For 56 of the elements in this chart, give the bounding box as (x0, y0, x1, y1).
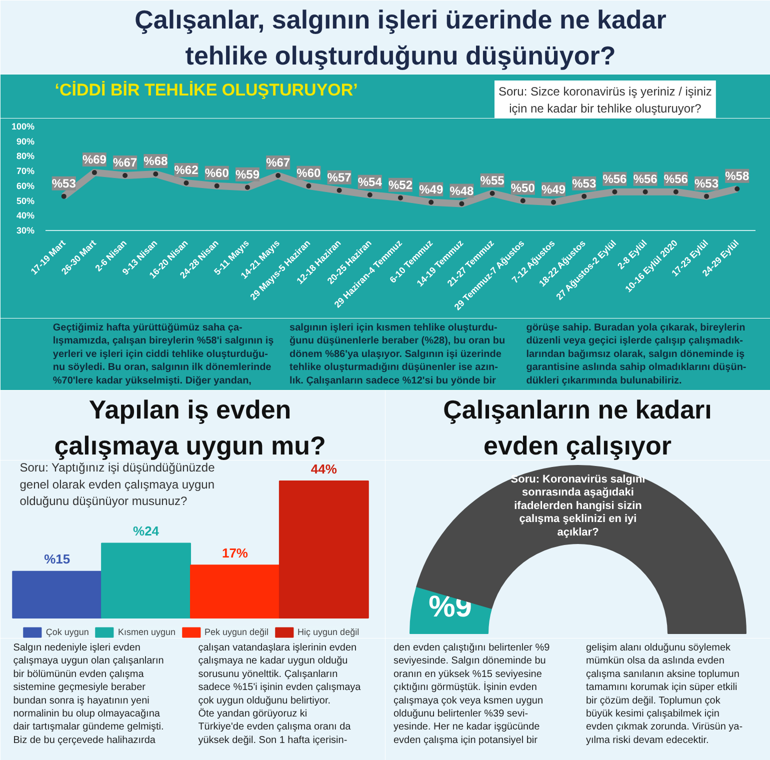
y-tick-label: 90% (16, 136, 34, 146)
text: çalışan vatandaşlara işlerinin evden çalışmaya ne kadar uygun olduğu sorusunu yönelttik. Çalışanların sadece %15'i işinin evden çalışmaya çok uygun olduğunu belirtiyor. Öte yandan görüyoruz ki Türkiye'de evden çalışma oranı da yüksek değil. Son 1 hafta içerisin- (198, 642, 362, 746)
data-label: %67 (266, 156, 290, 170)
chart-title: Çalışanların ne kadarı evden çalışıyor (443, 394, 712, 460)
y-tick-label: 50% (16, 196, 34, 206)
data-label: %49 (542, 182, 566, 196)
data-label: %59 (235, 167, 260, 182)
text: salgının işleri için kısmen tehlike oluşturdu- ğunu düşünenlerle beraber (%28), bu oran bu dönem %86'ya ulaşıyor. Salgının işi üzerinde tehlike oluşturmadığını düşünenler ise azın- lık. Çalışanların sadece %12'si bu yönde bir (290, 322, 506, 386)
legend-label: Kısmen uygun (118, 627, 176, 637)
data-label: %67 (113, 156, 138, 170)
text: Geçtiğimiz hafta yürüttüğümüz saha ça- lışmamızda, çalışan bireylerin %58'i salgının iş yerleri ve işleri için ciddi tehlike oluşturduğu- nu söyledi. Bu oran, salgının ilk dönemlerinde %70'lere kadar yükselmişti. Diğer yandan, (52, 322, 274, 386)
data-label: %53 (694, 176, 719, 190)
y-tick-label: 60% (16, 180, 34, 191)
text: gelişim alanı olduğunu söylemek mümkün olsa da aslında evden çalışma sanılanın aksine toplumun tamamını korumak için süper etkili bir çözüm değil. Toplumun çok büyük kesimi çalışabilmek için evden çıkmak zorunda. Virüsün ya- yılma riski devam edecektir. (586, 642, 743, 746)
y-tick-label: 30% (16, 226, 34, 236)
text: görüşe sahip. Buradan yola çıkarak, bireylerin düzenli veya geçici işlerde çalışıp çalışmadık- larından bağımsız olarak, salgın döneminde iş garantisine aslında sahip olmadıklarını düşün- dükleri çıkarımında bulunabiliriz. (526, 322, 746, 386)
bar (12, 570, 102, 619)
data-label: %52 (388, 178, 413, 192)
data-label: %56 (602, 172, 628, 186)
data-label: %15 (44, 552, 70, 567)
text: Soru: Sizce koronavirüs iş yeriniz / işiniz için ne kadar bir tehlike oluşturuyor? (498, 84, 712, 116)
data-label: %57 (327, 170, 352, 184)
data-label: %24 (133, 524, 160, 539)
chart-title: Yapılan iş evden çalışmaya uygun mu? (54, 394, 326, 460)
bar (190, 564, 280, 619)
data-label: %53 (52, 176, 76, 190)
text: Salgın nedeniyle işleri evden çalışmaya uygun olan çalışanların bir bölümünün evden çalışma sistemine geçmesiyle beraber bundan sonra iş hayatının yeni normalinin bu olup olmayacağına dair tartışmalar gündeme gelmişti. Biz de bu çerçevede halihazırda (13, 642, 164, 746)
y-tick-label: 40% (16, 210, 34, 221)
y-tick-label: 100% (11, 122, 35, 132)
legend-label: Hiç uygun değil (298, 627, 360, 637)
chart-title: Çalışanlar, salgının işleri üzerinde ne kadar tehlike oluşturduğunu düşünüyor? (134, 4, 666, 70)
data-label: %60 (296, 166, 322, 180)
annotation: Soru: Yaptığınız işi düşündüğünüzde genel olarak evden çalışmaya uygun olduğunu düşünüyor musunuz? (20, 460, 216, 508)
y-tick-label: 70% (16, 166, 34, 176)
data-label: %69 (82, 152, 107, 167)
data-label: %50 (510, 180, 536, 195)
data-label: %53 (572, 176, 596, 190)
data-label: %58 (725, 168, 750, 183)
chart-subtitle: ‘CİDDİ BİR TEHLİKE OLUŞTURUYOR’ (54, 80, 358, 100)
data-label: %49 (419, 182, 444, 196)
bar (101, 542, 191, 619)
legend-label: Pek uygun değil (204, 627, 269, 637)
data-label: 17% (222, 545, 248, 560)
data-label: %55 (480, 173, 505, 188)
bar (278, 480, 369, 619)
y-tick-label: 80% (16, 151, 34, 162)
data-label: %60 (204, 166, 230, 180)
data-label: %62 (174, 162, 199, 177)
data-label: %48 (450, 184, 474, 198)
data-label: 44% (310, 461, 338, 476)
data-label: %56 (633, 172, 658, 186)
data-label: %68 (144, 154, 168, 168)
text: den evden çalıştığını belirtenler %9 seviyesinde. Salgın döneminde bu oranın en yüksek %15 seviyesine çıktığını görmüştük. İşinin evden çalışmaya çok veya ksmen uygun olduğunu belirtenler %39 sevi- yesinde. Her ne kadar işgücünde evden çalışma için potansiyel bir (394, 642, 550, 746)
legend-label: Çok uygun (46, 627, 89, 637)
data-label: %56 (664, 172, 688, 186)
data-label: %54 (358, 174, 382, 189)
